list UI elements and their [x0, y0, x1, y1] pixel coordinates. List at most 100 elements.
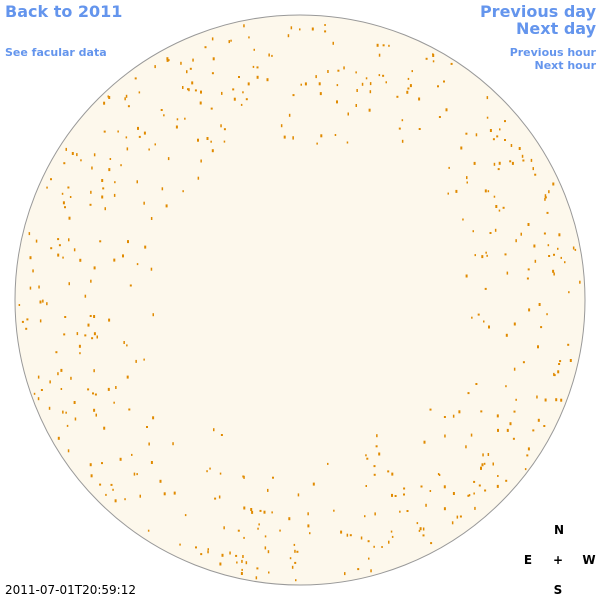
facula: [497, 428, 499, 432]
facula: [368, 108, 371, 112]
facula: [256, 567, 259, 570]
facula: [219, 472, 222, 475]
facula: [126, 147, 129, 151]
facula: [99, 483, 102, 486]
facula: [552, 269, 555, 273]
facula: [368, 557, 370, 560]
next-hour-link[interactable]: Next hour: [535, 59, 597, 72]
facula: [241, 568, 243, 571]
facula: [465, 274, 468, 278]
facula: [560, 398, 563, 402]
facula: [291, 565, 294, 569]
facula: [235, 554, 238, 557]
facula: [388, 540, 390, 544]
facula: [429, 490, 432, 492]
facular-link[interactable]: See facular data: [5, 46, 107, 59]
facula: [450, 62, 453, 65]
facula: [480, 410, 483, 413]
facula: [437, 473, 440, 475]
facula: [148, 148, 150, 151]
facula: [292, 136, 294, 139]
facula: [504, 253, 507, 256]
facula: [391, 535, 394, 538]
solar-disk: [14, 14, 586, 586]
facula: [443, 485, 446, 489]
facula: [365, 485, 367, 487]
facula: [390, 530, 393, 533]
facula: [102, 187, 105, 190]
facula: [128, 408, 131, 411]
facula: [451, 521, 454, 525]
facula: [375, 445, 378, 448]
facula: [382, 44, 385, 47]
facula: [418, 128, 421, 130]
facula: [93, 266, 96, 270]
facula: [452, 492, 455, 495]
facula: [416, 522, 419, 525]
facula: [90, 190, 92, 194]
facula: [515, 398, 517, 401]
facula: [256, 66, 259, 69]
facula: [240, 103, 243, 106]
facula: [558, 363, 561, 365]
facula: [67, 186, 70, 189]
facula: [494, 228, 497, 232]
facula: [497, 475, 499, 477]
facula: [292, 94, 295, 97]
facula: [166, 57, 169, 61]
facula: [258, 523, 260, 526]
facula: [60, 368, 63, 372]
back-link[interactable]: Back to 2011: [5, 2, 122, 21]
facula: [477, 313, 480, 316]
facula: [223, 128, 226, 131]
facula: [133, 472, 136, 476]
facula: [107, 387, 110, 391]
facula: [481, 463, 484, 467]
facula: [125, 136, 128, 139]
facula: [122, 254, 124, 258]
previous-day-link[interactable]: Previous day: [480, 2, 597, 21]
facula: [487, 453, 490, 456]
facula: [332, 41, 334, 45]
facula: [487, 190, 490, 193]
facula: [144, 245, 147, 249]
facula: [272, 476, 274, 479]
facula: [465, 132, 468, 135]
facula: [568, 291, 570, 294]
facula: [263, 510, 266, 514]
facula: [483, 320, 485, 323]
facula: [543, 425, 546, 427]
facula: [462, 218, 464, 221]
facula: [425, 57, 428, 60]
facula: [403, 493, 405, 496]
previous-hour-link[interactable]: Previous hour: [510, 46, 597, 59]
facula: [236, 561, 238, 564]
facula: [430, 542, 433, 545]
facula: [290, 26, 293, 30]
next-day-link[interactable]: Next day: [516, 19, 597, 38]
facula: [176, 118, 179, 121]
facula: [406, 510, 409, 512]
facula: [243, 475, 245, 479]
facula: [407, 87, 410, 90]
facula: [376, 43, 379, 47]
facula: [243, 24, 245, 28]
facula: [93, 332, 96, 336]
facula: [378, 53, 381, 57]
facula: [307, 512, 309, 516]
facula: [40, 389, 43, 391]
facula: [60, 388, 63, 390]
facula: [165, 204, 168, 208]
facula: [398, 127, 401, 130]
facula: [445, 108, 448, 112]
facula: [470, 433, 473, 437]
facula: [64, 206, 66, 209]
facula: [493, 162, 496, 166]
facula: [48, 406, 51, 410]
facula: [484, 489, 487, 492]
facula: [137, 126, 139, 130]
facula: [114, 499, 117, 503]
facula: [238, 76, 240, 78]
facula: [66, 424, 69, 427]
facula: [245, 98, 248, 101]
